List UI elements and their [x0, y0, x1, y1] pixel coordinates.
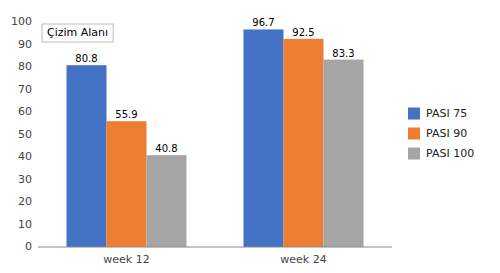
y-tick-label: 10: [18, 218, 32, 231]
data-label: 83.3: [332, 48, 354, 59]
x-tick-label: week 12: [103, 253, 149, 266]
legend-swatch: [408, 128, 420, 140]
data-label: 80.8: [75, 53, 97, 64]
annotation: Çizim Alanı: [42, 24, 113, 42]
y-tick-label: 60: [18, 105, 32, 118]
bar: [284, 39, 324, 247]
legend-swatch: [408, 108, 420, 120]
data-label: 55.9: [115, 109, 137, 120]
y-tick-label: 0: [25, 240, 32, 253]
legend-swatch: [408, 148, 420, 160]
y-tick-label: 70: [18, 83, 32, 96]
y-tick-label: 30: [18, 173, 32, 186]
x-axis: week 12 week 24: [103, 253, 326, 266]
data-labels: 80.8 96.7 55.9 92.5 40.8 83.3: [75, 17, 354, 154]
x-axis-line: [38, 247, 392, 248]
y-tick-label: 90: [18, 38, 32, 51]
bar: [67, 65, 107, 247]
y-tick-label: 80: [18, 60, 32, 73]
y-tick-label: 20: [18, 195, 32, 208]
annotation-box: [42, 24, 113, 42]
annotation-text: Çizim Alanı: [47, 26, 108, 39]
legend-label: PASI 75: [426, 107, 467, 120]
data-label: 92.5: [292, 27, 314, 38]
legend: PASI 75 PASI 90 PASI 100: [408, 107, 474, 160]
legend-label: PASI 100: [426, 147, 474, 160]
bar: [107, 121, 147, 247]
data-label: 40.8: [155, 143, 177, 154]
y-axis: 0 10 20 30 40 50 60 70 80 90 100: [11, 15, 32, 253]
bars: [67, 29, 364, 247]
y-tick-label: 50: [18, 128, 32, 141]
bar: [244, 29, 284, 247]
y-tick-label: 40: [18, 150, 32, 163]
legend-label: PASI 90: [426, 127, 467, 140]
bar: [324, 60, 364, 247]
bar: [147, 155, 187, 247]
x-tick-label: week 24: [280, 253, 326, 266]
data-label: 96.7: [252, 17, 274, 28]
y-tick-label: 100: [11, 15, 32, 28]
chart-container: 0 10 20 30 40 50 60 70 80 90 100 80.8 96.7 55.9 92.5 40…: [0, 0, 500, 273]
chart: 0 10 20 30 40 50 60 70 80 90 100 80.8 96.7 55.9 92.5 40…: [0, 0, 500, 273]
